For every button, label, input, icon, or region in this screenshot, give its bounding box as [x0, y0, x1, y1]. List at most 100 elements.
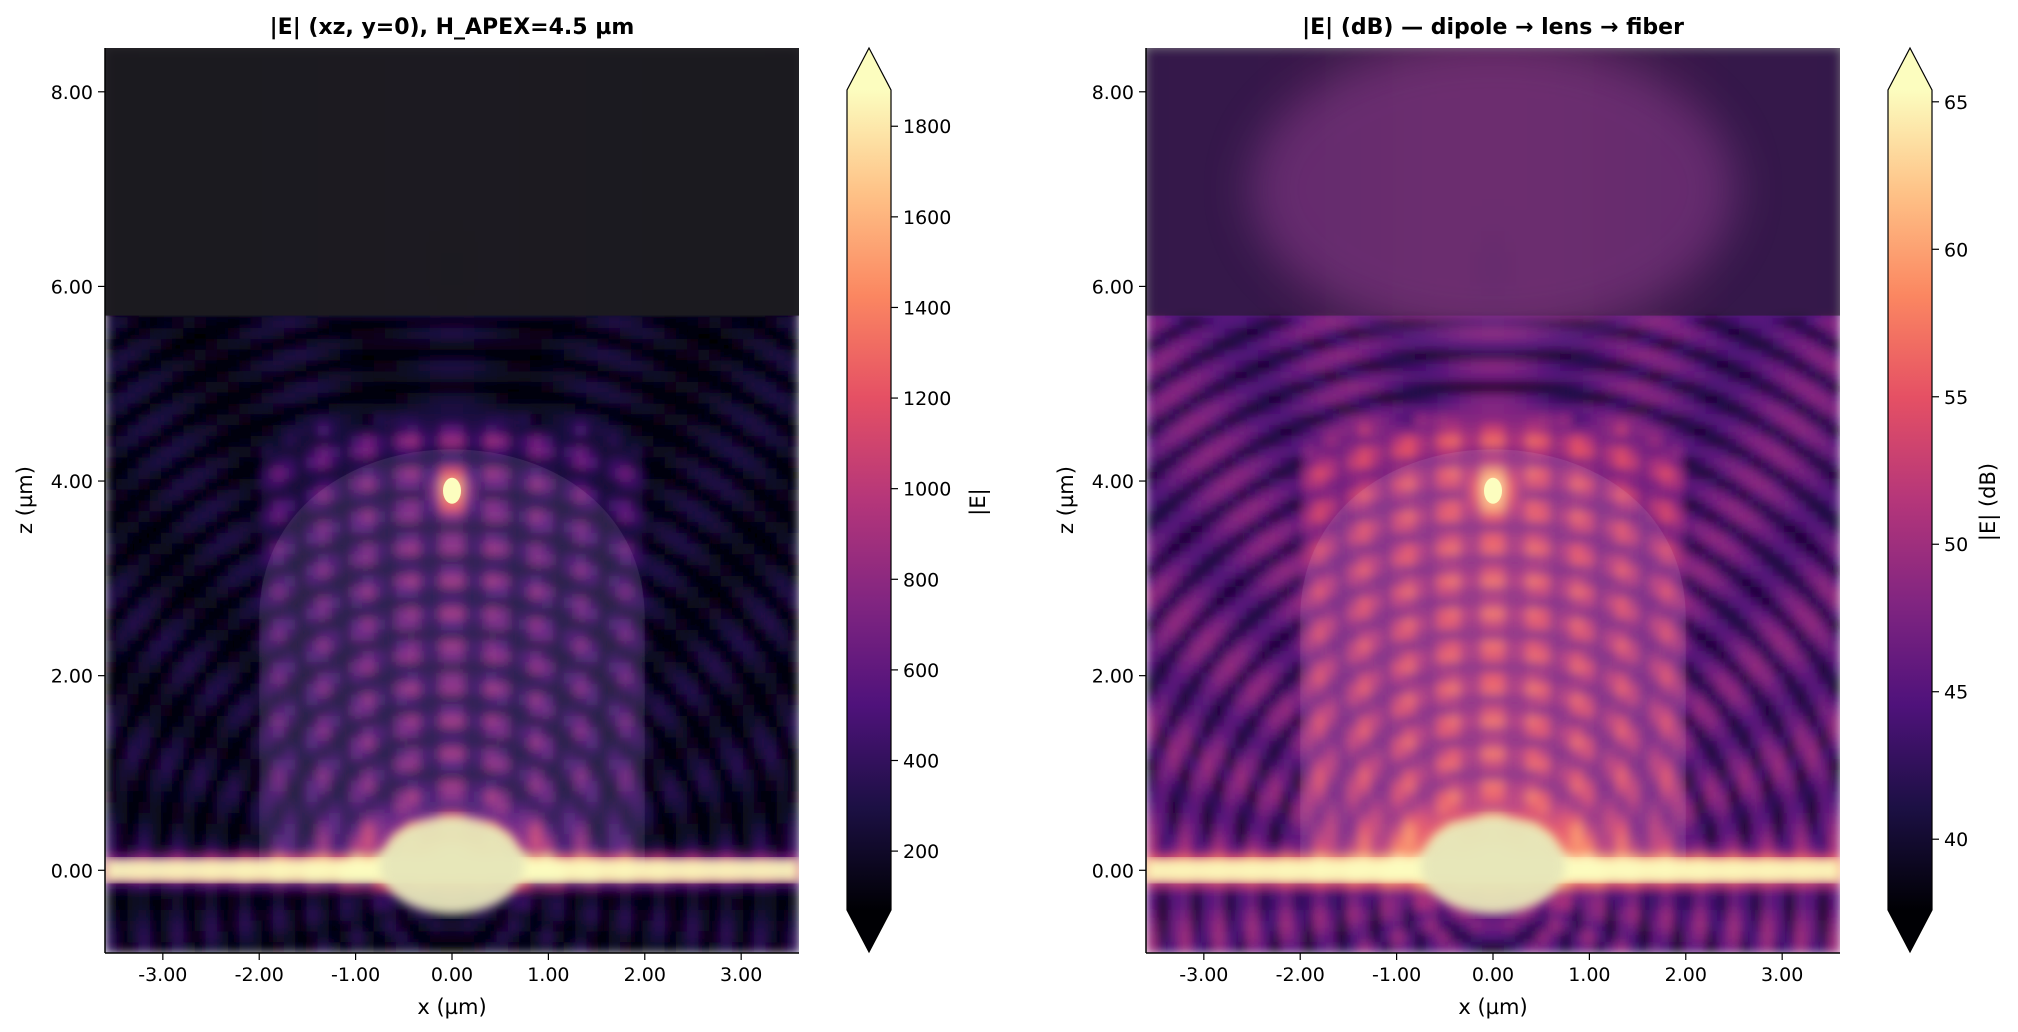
heatmap-cell — [597, 780, 610, 793]
heatmap-cell — [586, 802, 599, 814]
heatmap-cell — [384, 748, 397, 760]
heatmap-cell — [519, 619, 532, 631]
heatmap-cell — [597, 522, 610, 534]
heatmap-cell — [239, 468, 252, 480]
heatmap-cell — [440, 468, 453, 480]
heatmap-cell — [664, 392, 677, 405]
heatmap-cell — [205, 457, 218, 469]
heatmap-cell — [653, 511, 666, 523]
heatmap-cell — [396, 468, 409, 480]
heatmap-cell — [474, 769, 487, 782]
heatmap-cell — [698, 791, 711, 803]
heatmap-cell — [496, 338, 509, 351]
heatmap-cell — [317, 543, 330, 556]
heatmap-cell — [776, 317, 789, 329]
heatmap-cell — [765, 586, 778, 599]
heatmap-cell — [720, 446, 733, 459]
heatmap-cell — [407, 640, 420, 653]
heatmap-cell — [675, 371, 688, 383]
heatmap-cell — [776, 414, 789, 426]
heatmap-cell — [653, 683, 666, 696]
heatmap-cell — [631, 403, 644, 416]
heatmap-cell — [373, 392, 386, 405]
heatmap-cell — [608, 435, 621, 448]
heatmap-cell — [597, 791, 610, 803]
heatmap-cell — [250, 726, 263, 739]
heatmap-cell — [687, 328, 700, 340]
heatmap-cell — [239, 543, 252, 556]
heatmap-cell — [743, 457, 756, 469]
heatmap-cell — [631, 705, 644, 717]
heatmap-cell — [373, 672, 386, 685]
heatmap-cell — [575, 457, 588, 469]
heatmap-cell — [496, 651, 509, 663]
heatmap-cell — [563, 468, 576, 480]
heatmap-cell — [440, 672, 453, 685]
heatmap-cell — [619, 715, 632, 728]
heatmap-cell — [239, 802, 252, 814]
heatmap-cell — [631, 748, 644, 760]
heatmap-cell — [362, 414, 375, 426]
heatmap-cell — [373, 360, 386, 373]
heatmap-cell — [194, 608, 207, 620]
heatmap-cell — [720, 511, 733, 523]
heatmap-cell — [575, 392, 588, 405]
heatmap-cell — [720, 662, 733, 674]
heatmap-cell — [709, 812, 722, 825]
heatmap-cell — [373, 748, 386, 760]
heatmap-cell — [642, 683, 655, 696]
heatmap-cell — [396, 640, 409, 653]
heatmap-cell — [452, 575, 464, 588]
heatmap-cell — [396, 759, 409, 771]
heatmap-cell — [552, 877, 565, 890]
heatmap-cell — [698, 511, 711, 523]
heatmap-cell — [396, 543, 409, 556]
heatmap-cell — [552, 759, 565, 771]
heatmap-cell — [552, 446, 565, 459]
heatmap-cell — [250, 608, 263, 620]
heatmap-cell — [787, 619, 799, 631]
heatmap-cell — [563, 759, 576, 771]
heatmap-cell — [295, 715, 308, 728]
heatmap-cell — [608, 759, 621, 771]
heatmap-cell — [664, 823, 677, 836]
heatmap-cell — [396, 899, 409, 911]
heatmap-cell — [216, 435, 229, 448]
heatmap-cell — [429, 522, 442, 534]
heatmap-cell — [239, 619, 252, 631]
heatmap-cell — [552, 791, 565, 803]
heatmap-cell — [127, 769, 140, 782]
heatmap-cell — [228, 845, 241, 857]
heatmap-cell — [105, 565, 117, 577]
heatmap-cell — [776, 608, 789, 620]
heatmap-cell — [552, 705, 565, 717]
heatmap-cell — [216, 845, 229, 857]
heatmap-cell — [284, 705, 297, 717]
heatmap-cell — [418, 360, 431, 373]
heatmap-cell — [351, 823, 364, 836]
heatmap-cell — [362, 478, 375, 491]
heatmap-cell — [284, 338, 297, 351]
heatmap-cell — [396, 425, 409, 437]
heatmap-cell — [340, 662, 353, 674]
heatmap-cell — [216, 522, 229, 534]
heatmap-cell — [575, 662, 588, 674]
heatmap-cell — [463, 909, 476, 922]
heatmap-cell — [261, 629, 274, 642]
heatmap-cell — [731, 619, 744, 631]
heatmap-cell — [675, 414, 688, 426]
heatmap-cell — [698, 489, 711, 502]
heatmap-cell — [172, 554, 185, 566]
heatmap-cell — [306, 823, 319, 836]
heatmap-cell — [228, 371, 241, 383]
heatmap-cell — [765, 812, 778, 825]
heatmap-cell — [720, 597, 733, 610]
heatmap-cell — [597, 446, 610, 459]
heatmap-cell — [743, 823, 756, 836]
heatmap-cell — [496, 597, 509, 610]
heatmap-cell — [116, 338, 129, 351]
heatmap-cell — [675, 683, 688, 696]
heatmap-cell — [463, 522, 476, 534]
heatmap-cell — [530, 683, 543, 696]
